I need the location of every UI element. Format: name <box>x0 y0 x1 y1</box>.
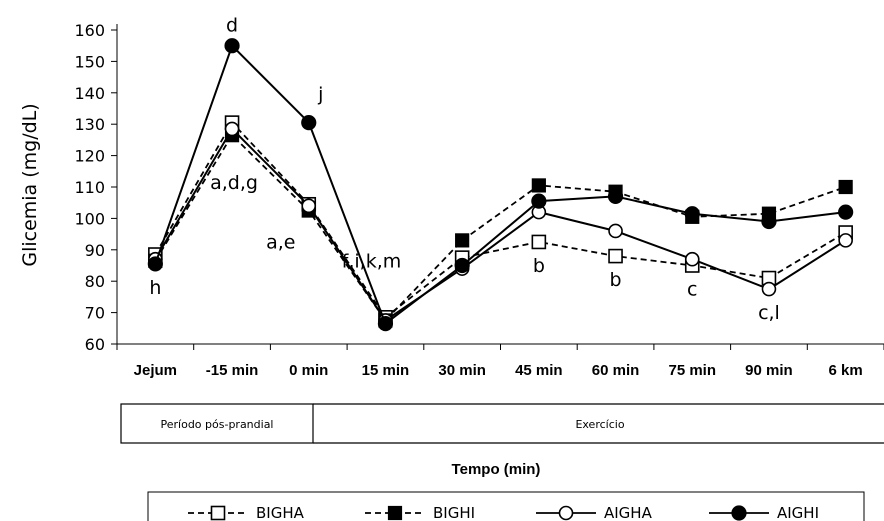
y-tick-label: 150 <box>74 52 105 71</box>
data-point-aighi <box>607 188 624 205</box>
data-point-aighi <box>531 193 547 209</box>
legend-entry-bighi: BIGHI <box>365 504 475 521</box>
legend-label: BIGHA <box>256 504 305 521</box>
data-point-aigha <box>684 251 700 267</box>
data-point-aigha <box>301 198 317 214</box>
legend-marker <box>558 505 574 521</box>
data-point-bigha <box>608 248 623 264</box>
annotation-label: j <box>317 84 323 106</box>
x-tick-labels: Jejum -15 min 0 min 15 min 30 min 45 min 60 mi… <box>116 344 884 379</box>
annotation-label: b <box>610 269 622 291</box>
data-point-aigha <box>761 281 777 297</box>
y-tick-labels: 60 70 80 90 100 110 120 130 140 150 160 <box>74 21 117 354</box>
legend: BIGHA BIGHI AIGHA AIGHI <box>147 491 865 521</box>
x-tick-label: -15 min <box>206 362 259 379</box>
annotation-label: b <box>533 255 545 277</box>
series-lines <box>147 38 854 332</box>
legend-label: AIGHA <box>604 504 653 521</box>
x-tick-label: 60 min <box>592 362 640 379</box>
series-aigha <box>148 121 853 328</box>
series-line-aighi <box>154 43 846 326</box>
series-line-bigha <box>154 121 847 319</box>
y-tick-label: 120 <box>74 147 105 166</box>
x-tick-label: 90 min <box>745 362 793 379</box>
annotation-label: a,e <box>266 232 295 254</box>
y-tick-label: 60 <box>85 335 105 354</box>
y-tick-label: 130 <box>74 115 105 134</box>
data-point-aighi <box>377 315 394 332</box>
series-line-aigha <box>154 127 847 322</box>
y-tick-label: 80 <box>85 272 105 291</box>
period-label-postprandial: Período pós-prandial <box>161 418 274 431</box>
annotation-label: h <box>149 277 161 299</box>
y-tick-label: 160 <box>74 21 105 40</box>
x-tick-label: 45 min <box>515 362 563 379</box>
period-label-exercise: Exercício <box>575 418 624 431</box>
period-boxes: Período pós-prandial Exercício <box>120 403 884 444</box>
data-point-bighi <box>531 178 546 193</box>
data-point-aigha <box>224 121 240 137</box>
legend-label: BIGHI <box>433 504 475 521</box>
legend-marker <box>210 505 226 521</box>
series-bighi <box>148 128 853 328</box>
annotations: d a,d,g j a,e h f,i,k,m b b c c,l <box>149 15 780 324</box>
y-tick-label: 70 <box>85 304 105 323</box>
x-tick-label: 6 km <box>829 362 863 379</box>
annotation-label: c <box>687 279 697 301</box>
legend-marker <box>731 505 747 521</box>
legend-marker <box>387 505 403 521</box>
y-axis-label: Glicemia (mg/dL) <box>19 103 41 266</box>
data-point-aighi <box>761 213 777 230</box>
legend-entry-aighi: AIGHI <box>709 504 819 521</box>
y-tick-label: 90 <box>85 241 105 260</box>
x-tick-label: 0 min <box>289 362 328 379</box>
x-tick-label: Jejum <box>134 362 177 379</box>
data-point-bigha <box>531 234 547 250</box>
data-point-bighi <box>838 179 853 195</box>
series-aighi <box>147 38 854 332</box>
y-tick-label: 100 <box>74 209 105 228</box>
legend-entry-aigha: AIGHA <box>536 504 653 521</box>
data-point-aighi <box>454 257 470 274</box>
data-point-aighi <box>838 204 854 220</box>
data-point-aigha <box>608 223 623 239</box>
annotation-label: a,d,g <box>210 172 258 194</box>
y-tick-label: 140 <box>74 84 105 103</box>
legend-label: AIGHI <box>777 504 819 521</box>
legend-entry-bigha: BIGHA <box>188 504 305 521</box>
y-tick-label: 110 <box>74 178 105 197</box>
x-tick-label: 15 min <box>362 362 410 379</box>
x-tick-label: 30 min <box>438 362 486 379</box>
x-tick-label: 75 min <box>668 362 716 379</box>
x-axis-label: Tempo (min) <box>452 461 541 478</box>
data-point-aighi <box>224 38 240 54</box>
data-point-aigha <box>838 233 853 248</box>
annotation-label: d <box>226 15 238 37</box>
data-point-aighi <box>147 256 163 272</box>
data-point-aighi <box>301 115 317 131</box>
series-line-bighi <box>154 133 846 322</box>
annotation-label: f,i,k,m <box>342 250 402 272</box>
annotation-label: c,l <box>758 302 780 324</box>
period-box-postprandial <box>120 403 314 444</box>
data-point-bighi <box>455 233 470 248</box>
data-point-aighi <box>684 206 700 222</box>
